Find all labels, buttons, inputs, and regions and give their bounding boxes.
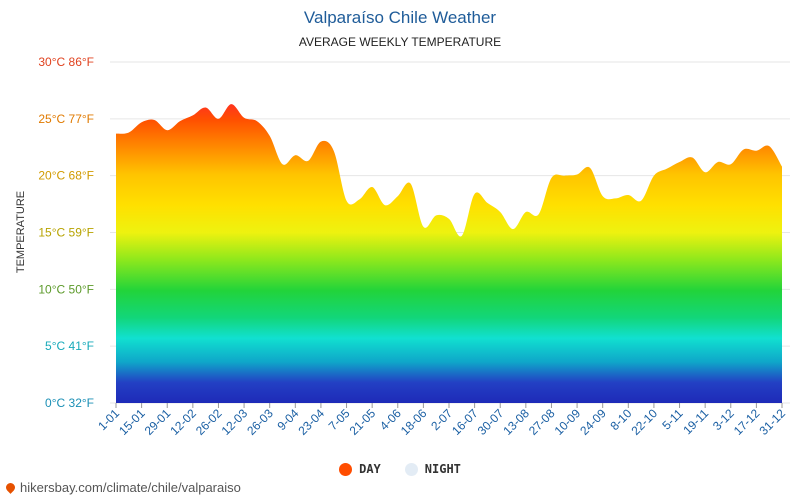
y-tick-label: 10°C 50°F [38,282,94,296]
y-tick-label: 25°C 77°F [38,112,94,126]
legend-night-label: NIGHT [424,462,461,476]
map-pin-icon [4,481,17,494]
chart-title: Valparaíso Chile Weather [303,8,497,27]
x-tick-label: 22-10 [628,406,660,438]
y-axis: 0°C 32°F 5°C 41°F 10°C 50°F 15°C 59°F 20°C 6… [38,55,94,410]
day-dot-icon [339,462,353,476]
y-tick-label: 5°C 41°F [45,339,94,353]
x-tick-label: 24-09 [577,406,609,438]
y-tick-label: 15°C 59°F [38,226,94,240]
x-tick-label: 23-04 [295,406,327,438]
x-tick-label: 17-12 [731,406,763,438]
y-tick-label: 0°C 32°F [45,396,94,410]
source-link[interactable]: hikersbay.com/climate/chile/valparaiso [4,480,241,495]
x-axis: 1-0115-0129-0112-0226-0212-0326-039-0423… [95,403,788,438]
x-tick-label: 12-03 [219,406,251,438]
x-tick-label: 18-06 [398,406,430,438]
x-tick-label: 26-02 [193,406,225,438]
x-tick-label: 19-11 [680,406,711,437]
legend-day[interactable]: DAY [339,462,381,476]
legend-night[interactable]: NIGHT [404,462,461,476]
y-axis-label: TEMPERATURE [15,191,27,273]
chart-legend: DAY NIGHT [0,462,800,476]
x-tick-label: 13-08 [500,406,532,438]
night-dot-icon [404,462,418,476]
x-tick-label: 10-09 [552,406,584,438]
y-tick-label: 20°C 68°F [38,169,94,183]
x-tick-label: 31-12 [757,406,789,438]
temperature-chart: 0°C 32°F 5°C 41°F 10°C 50°F 15°C 59°F 20°C 6… [15,55,790,438]
x-tick-label: 26-03 [244,406,276,438]
y-tick-label: 30°C 86°F [38,55,94,69]
x-tick-label: 27-08 [526,406,558,438]
x-tick-label: 16-07 [449,406,481,438]
x-tick-label: 12-02 [167,406,199,438]
chart-subtitle: AVERAGE WEEKLY TEMPERATURE [298,35,502,49]
x-tick-label: 29-01 [142,406,174,438]
source-text: hikersbay.com/climate/chile/valparaiso [20,480,241,495]
plot-area [116,104,782,404]
x-tick-label: 30-07 [475,406,507,438]
x-tick-label: 15-01 [116,406,148,438]
night-temperature-area [116,262,782,403]
x-tick-label: 21-05 [347,406,379,438]
legend-day-label: DAY [359,462,381,476]
